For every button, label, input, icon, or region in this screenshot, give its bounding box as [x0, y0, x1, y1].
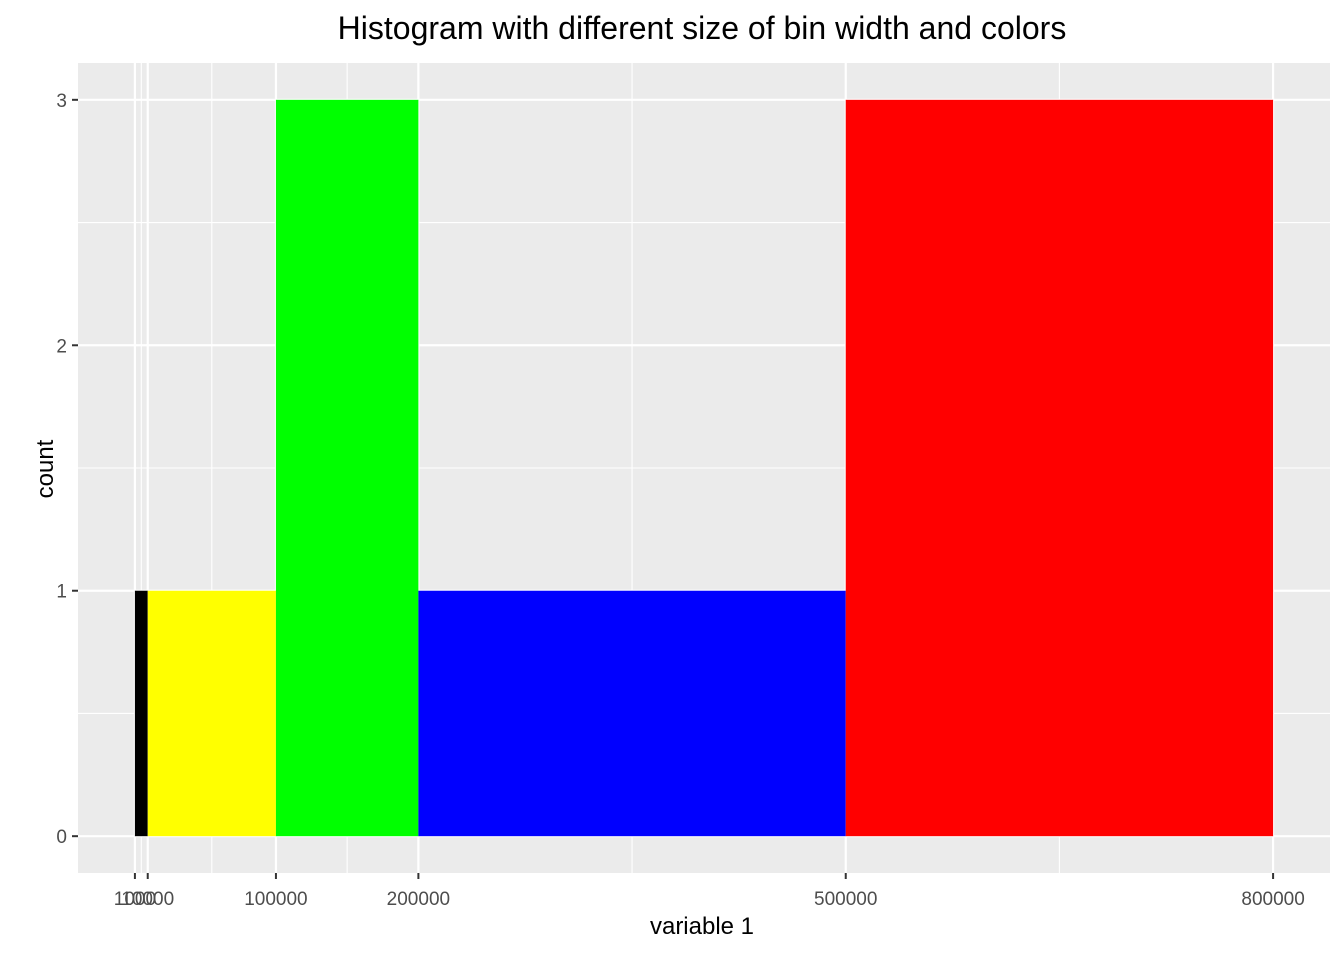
histogram-bar-4: [418, 590, 846, 837]
x-tick-label: 800000: [1241, 889, 1304, 910]
y-tick-label: 1: [56, 582, 67, 603]
x-tick-label: 500000: [814, 889, 877, 910]
chart-title: Histogram with different size of bin wid…: [337, 10, 1067, 46]
histogram-bar-2: [147, 590, 276, 837]
y-tick-label: 2: [56, 336, 67, 357]
y-axis-label: count: [32, 439, 59, 499]
y-tick-label: 0: [56, 827, 67, 848]
histogram-bar-1: [134, 590, 148, 837]
x-tick-label: 200000: [387, 889, 450, 910]
x-tick-label: 100000: [244, 889, 307, 910]
histogram-bar-5: [845, 99, 1274, 837]
x-tick-label: 1000: [114, 889, 156, 910]
histogram-bar-3: [275, 99, 419, 837]
y-tick-label: 3: [56, 91, 67, 112]
x-tick-label: 10000: [121, 889, 174, 910]
x-axis-label: variable 1: [649, 913, 755, 940]
